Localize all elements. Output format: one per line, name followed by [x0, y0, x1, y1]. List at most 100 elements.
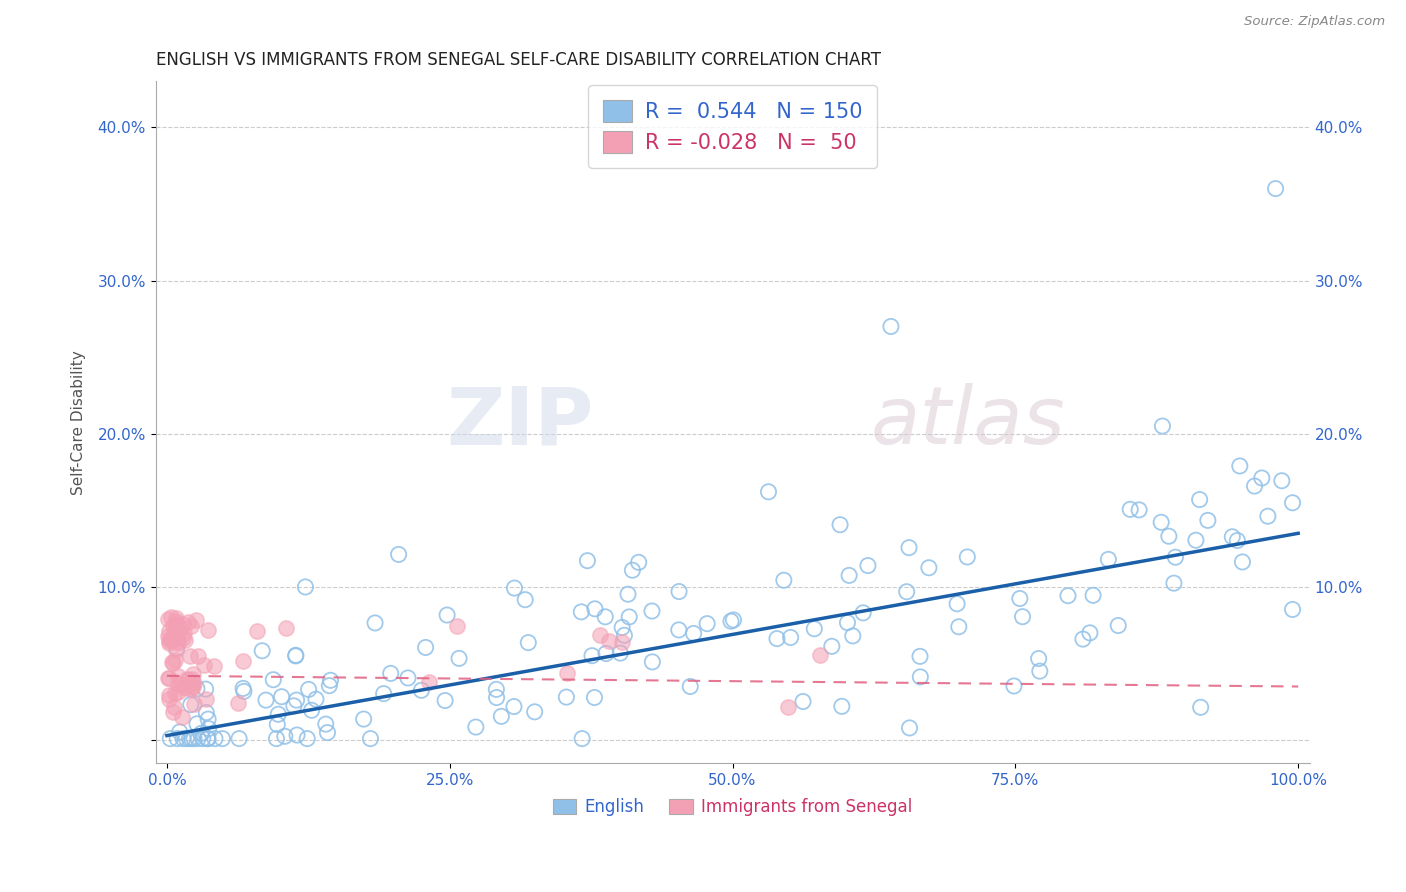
Point	[1264, 181, 1286, 195]
Point	[609, 646, 631, 660]
Point	[515, 592, 537, 607]
Point	[316, 725, 339, 739]
Point	[301, 703, 323, 717]
Point	[246, 624, 269, 638]
Point	[181, 667, 204, 681]
Point	[910, 670, 932, 684]
Point	[165, 686, 187, 700]
Point	[1232, 555, 1254, 569]
Point	[167, 636, 190, 650]
Point	[197, 731, 219, 746]
Point	[167, 626, 190, 640]
Point	[165, 643, 187, 657]
Point	[157, 671, 180, 685]
Point	[610, 634, 633, 648]
Point	[183, 731, 205, 746]
Point	[159, 689, 181, 703]
Point	[1119, 502, 1142, 516]
Point	[176, 731, 198, 746]
Point	[918, 560, 941, 574]
Point	[211, 731, 233, 746]
Point	[1164, 550, 1187, 565]
Point	[668, 623, 690, 637]
Point	[285, 693, 308, 707]
Point	[157, 629, 180, 643]
Point	[179, 731, 201, 746]
Point	[180, 731, 202, 746]
Point	[160, 632, 183, 647]
Point	[187, 731, 209, 746]
Point	[283, 698, 305, 713]
Point	[583, 602, 606, 616]
Point	[491, 709, 513, 723]
Point	[163, 653, 186, 667]
Point	[1097, 552, 1119, 566]
Text: ENGLISH VS IMMIGRANTS FROM SENEGAL SELF-CARE DISABILITY CORRELATION CHART: ENGLISH VS IMMIGRANTS FROM SENEGAL SELF-…	[156, 51, 880, 69]
Point	[779, 631, 801, 645]
Point	[1185, 533, 1208, 548]
Point	[593, 610, 616, 624]
Point	[169, 725, 191, 739]
Point	[274, 621, 297, 635]
Point	[555, 665, 578, 680]
Point	[828, 517, 851, 532]
Point	[555, 690, 578, 705]
Legend: English, Immigrants from Senegal: English, Immigrants from Senegal	[546, 791, 920, 823]
Point	[679, 680, 702, 694]
Point	[1188, 492, 1211, 507]
Point	[157, 624, 180, 638]
Point	[197, 712, 219, 726]
Point	[176, 672, 198, 686]
Point	[766, 632, 789, 646]
Point	[232, 654, 254, 668]
Point	[576, 554, 599, 568]
Point	[808, 648, 831, 662]
Point	[180, 618, 202, 632]
Point	[1281, 496, 1303, 510]
Point	[197, 722, 219, 736]
Point	[1150, 516, 1173, 530]
Point	[166, 685, 188, 699]
Point	[617, 587, 640, 601]
Point	[250, 644, 273, 658]
Point	[621, 563, 644, 577]
Point	[598, 634, 620, 648]
Point	[1243, 479, 1265, 493]
Point	[174, 632, 197, 647]
Point	[1107, 618, 1129, 632]
Point	[270, 690, 292, 704]
Point	[1028, 651, 1050, 665]
Point	[583, 690, 606, 705]
Point	[589, 628, 612, 642]
Point	[297, 731, 319, 746]
Point	[1029, 664, 1052, 678]
Point	[202, 659, 225, 673]
Point	[1081, 588, 1104, 602]
Point	[464, 720, 486, 734]
Point	[1250, 471, 1272, 485]
Text: Source: ZipAtlas.com: Source: ZipAtlas.com	[1244, 15, 1385, 28]
Point	[266, 731, 288, 746]
Point	[294, 580, 316, 594]
Point	[1197, 513, 1219, 527]
Point	[167, 633, 190, 648]
Point	[190, 726, 212, 740]
Point	[610, 620, 633, 634]
Point	[166, 641, 188, 656]
Point	[180, 681, 202, 696]
Point	[191, 731, 214, 746]
Point	[1220, 530, 1243, 544]
Point	[183, 675, 205, 690]
Point	[503, 699, 526, 714]
Point	[641, 655, 664, 669]
Point	[204, 731, 226, 746]
Point	[1002, 679, 1025, 693]
Point	[842, 629, 865, 643]
Point	[581, 648, 603, 663]
Point	[266, 717, 288, 731]
Point	[898, 541, 921, 555]
Point	[162, 705, 184, 719]
Point	[177, 673, 200, 688]
Point	[195, 691, 218, 706]
Point	[284, 648, 307, 663]
